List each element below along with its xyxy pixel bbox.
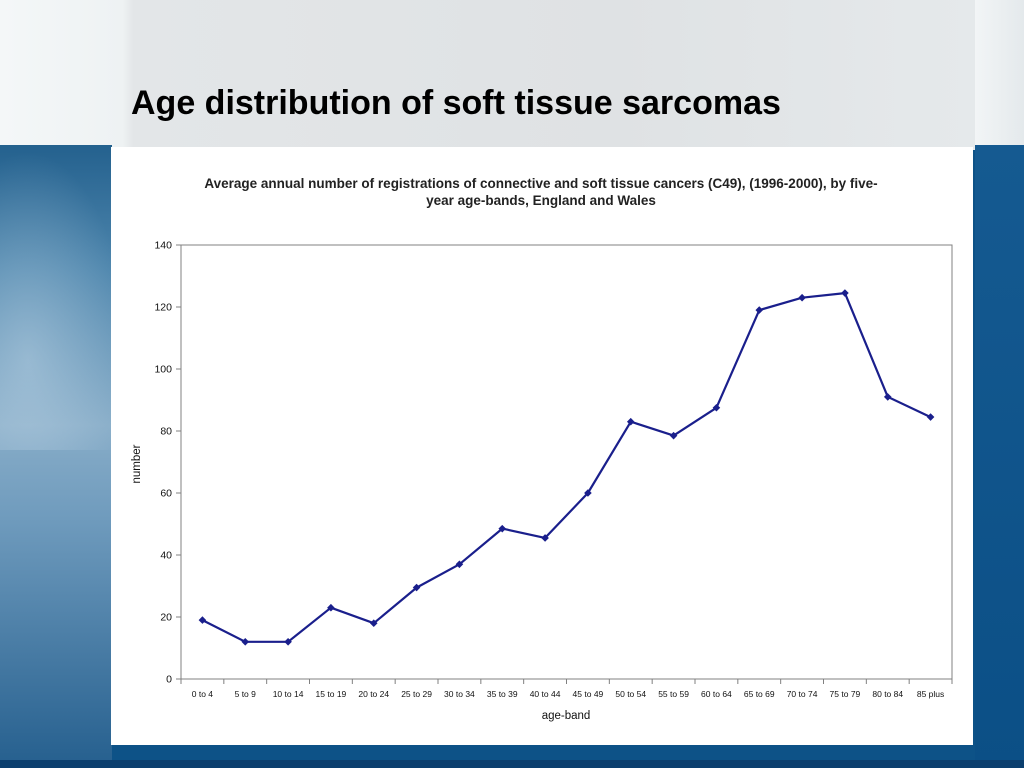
x-axis-label: age-band — [542, 710, 591, 722]
x-tick-label: 40 to 44 — [530, 689, 561, 699]
data-point-marker — [584, 489, 592, 497]
chart-axes — [180, 244, 953, 680]
slide-title: Age distribution of soft tissue sarcomas — [131, 84, 781, 122]
x-tick-label: 80 to 84 — [872, 689, 903, 699]
y-tick-label: 20 — [160, 612, 172, 624]
y-tick-label: 80 — [160, 426, 172, 438]
data-point-marker — [241, 638, 250, 646]
y-tick-label: 40 — [160, 550, 172, 562]
slide-background-glow — [0, 150, 130, 450]
x-tick-label: 60 to 64 — [701, 689, 732, 699]
chart-title: Average annual number of registrations o… — [204, 176, 878, 208]
data-point-marker — [883, 393, 892, 401]
x-tick-label: 85 plus — [917, 689, 944, 699]
data-point-marker — [669, 431, 678, 440]
data-point-marker — [198, 616, 207, 624]
x-tick-label: 70 to 74 — [787, 689, 818, 699]
data-point-marker — [798, 293, 806, 302]
slide-background-top-right — [975, 0, 1024, 145]
x-axis-ticks: 0 to 4 5 to 9 10 to 14 15 to 19 20 to 24 25 t… — [180, 679, 953, 699]
x-tick-label: 25 to 29 — [401, 689, 432, 699]
slide-bottom-strip — [0, 760, 1024, 768]
data-point-marker — [327, 603, 335, 612]
data-point-marker — [455, 560, 464, 569]
x-tick-label: 5 to 9 — [235, 689, 257, 699]
x-tick-label: 10 to 14 — [273, 689, 304, 699]
line-chart: 0 20 40 60 80 100 120 140 0 to 4 5 to 9 10 to 14 1… — [131, 240, 953, 722]
x-tick-label: 20 to 24 — [358, 689, 389, 699]
data-point-marker — [626, 417, 635, 426]
data-point-marker — [926, 413, 935, 421]
slide-background-right — [975, 145, 1024, 768]
slide-background-left — [0, 145, 112, 768]
x-tick-label: 75 to 79 — [830, 689, 861, 699]
plot-area-frame — [180, 244, 953, 680]
y-tick-label: 100 — [154, 364, 172, 376]
series-line — [201, 292, 932, 643]
data-point-marker — [498, 524, 507, 533]
slide-background-top — [0, 0, 1024, 150]
data-point-marker — [541, 534, 549, 542]
x-tick-label: 15 to 19 — [316, 689, 347, 699]
x-tick-label: 35 to 39 — [487, 689, 518, 699]
x-tick-label: 0 to 4 — [192, 689, 214, 699]
data-point-marker — [369, 619, 378, 627]
data-point-marker — [755, 306, 764, 314]
y-tick-label: 0 — [166, 674, 172, 686]
y-tick-label: 120 — [154, 302, 172, 314]
x-tick-label: 45 to 49 — [573, 689, 604, 699]
y-tick-label: 140 — [154, 240, 172, 252]
y-axis-label: number — [131, 444, 143, 483]
data-point-marker — [284, 638, 292, 646]
chart-panel: Average annual number of registrations o… — [111, 147, 973, 745]
data-point-marker — [412, 583, 421, 592]
chart-series — [198, 289, 935, 646]
y-tick-label: 60 — [160, 488, 172, 500]
x-tick-label: 65 to 69 — [744, 689, 775, 699]
data-point-marker — [712, 403, 721, 412]
x-tick-label: 30 to 34 — [444, 689, 475, 699]
y-axis-ticks: 0 20 40 60 80 100 120 140 — [154, 240, 181, 686]
data-point-marker — [841, 289, 849, 297]
x-tick-label: 50 to 54 — [615, 689, 646, 699]
x-tick-label: 55 to 59 — [658, 689, 689, 699]
